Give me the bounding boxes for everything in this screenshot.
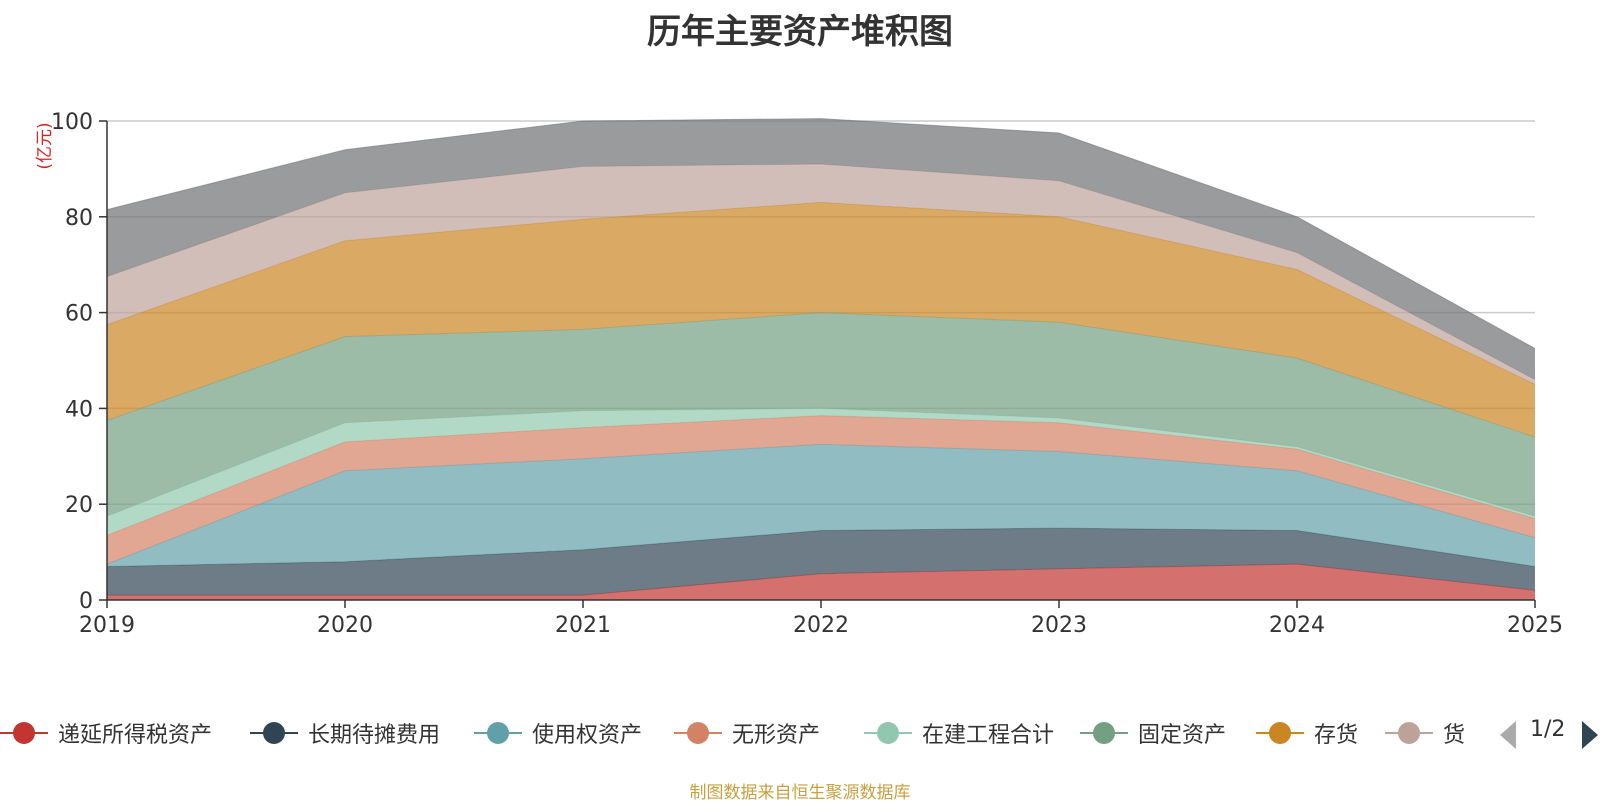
legend-swatch bbox=[1256, 721, 1304, 745]
area-series-8 bbox=[107, 118, 1535, 380]
legend-swatch-dot bbox=[877, 722, 899, 744]
legend-label: 无形资产 bbox=[732, 723, 821, 748]
legend-next-page-button[interactable] bbox=[1582, 721, 1598, 749]
series-line-8 bbox=[106, 118, 1536, 349]
y-tick-label: 40 bbox=[65, 397, 93, 422]
legend-item[interactable]: 无形资产 bbox=[674, 713, 820, 753]
area-series-5 bbox=[107, 312, 1535, 517]
area-series-6 bbox=[107, 202, 1535, 438]
legend-item[interactable]: 固定资产 bbox=[1080, 713, 1226, 753]
legend-swatch bbox=[674, 721, 722, 745]
y-tick-label: 20 bbox=[65, 493, 93, 518]
legend-item[interactable]: 递延所得税资产 bbox=[0, 713, 212, 753]
legend-swatch-dot bbox=[263, 722, 285, 744]
legend-page-indicator: 1/2 bbox=[1530, 717, 1566, 742]
axes: 0 20 40 60 80 100 2019 2020 2021 2022 2023 2024 2025… bbox=[35, 110, 1563, 638]
legend-label: 固定资产 bbox=[1138, 723, 1227, 748]
area-series-7 bbox=[107, 164, 1535, 385]
area-series-1 bbox=[107, 528, 1535, 596]
x-tick-label: 2022 bbox=[793, 613, 849, 638]
legend-swatch bbox=[250, 721, 298, 745]
legend-swatch bbox=[864, 721, 912, 745]
legend-swatch-dot bbox=[1269, 722, 1291, 744]
y-axis-unit-label: (亿元) bbox=[35, 122, 55, 169]
x-tick-label: 2019 bbox=[79, 613, 135, 638]
legend-item[interactable]: 货币资金 bbox=[1385, 713, 1466, 753]
legend-label: 货币资金 bbox=[1443, 723, 1466, 748]
y-tick-label: 100 bbox=[51, 110, 93, 135]
legend-swatch bbox=[0, 721, 48, 745]
area-series-0 bbox=[107, 564, 1535, 600]
legend-pager: 1/2 bbox=[1500, 713, 1600, 753]
x-tick-label: 2023 bbox=[1031, 613, 1087, 638]
x-tick-label: 2021 bbox=[555, 613, 611, 638]
legend-label: 递延所得税资产 bbox=[58, 723, 213, 748]
legend-swatch-dot bbox=[687, 722, 709, 744]
y-tick-label: 80 bbox=[65, 206, 93, 231]
legend-item[interactable]: 在建工程合计 bbox=[864, 713, 1054, 753]
legend-item[interactable]: 长期待摊费用 bbox=[250, 713, 440, 753]
chart-title: 历年主要资产堆积图 bbox=[647, 12, 953, 52]
x-tick-label: 2025 bbox=[1507, 613, 1563, 638]
legend-swatch-dot bbox=[1093, 722, 1115, 744]
legend-swatch-dot bbox=[487, 722, 509, 744]
y-tick-label: 60 bbox=[65, 302, 93, 327]
legend-item[interactable]: 使用权资产 bbox=[474, 713, 642, 753]
area-series-2 bbox=[107, 444, 1535, 567]
y-tick-label: 0 bbox=[79, 589, 93, 614]
legend-swatch bbox=[1080, 721, 1128, 745]
legend-prev-page-button[interactable] bbox=[1500, 721, 1516, 749]
area-series bbox=[106, 118, 1536, 600]
x-tick-label: 2024 bbox=[1269, 613, 1325, 638]
x-tick-label: 2020 bbox=[317, 613, 373, 638]
legend: 递延所得税资产 长期待摊费用 使用权资产 无形资产 在建工程合计 固定资产 存货 货币资金 bbox=[0, 713, 1600, 753]
legend-label: 在建工程合计 bbox=[922, 723, 1055, 748]
legend-label: 长期待摊费用 bbox=[308, 723, 441, 748]
legend-swatch bbox=[474, 721, 522, 745]
legend-item[interactable]: 存货 bbox=[1256, 713, 1358, 753]
chart-plot: 0 20 40 60 80 100 2019 2020 2021 2022 2023 2024 2025… bbox=[35, 110, 1563, 638]
legend-swatch-dot bbox=[1398, 722, 1420, 744]
legend-swatch bbox=[1385, 721, 1433, 745]
data-source-footer: 制图数据来自恒生聚源数据库 bbox=[689, 783, 911, 803]
legend-label: 存货 bbox=[1314, 723, 1359, 748]
legend-swatch-dot bbox=[13, 722, 35, 744]
area-series-3 bbox=[107, 415, 1535, 565]
legend-label: 使用权资产 bbox=[532, 723, 643, 748]
